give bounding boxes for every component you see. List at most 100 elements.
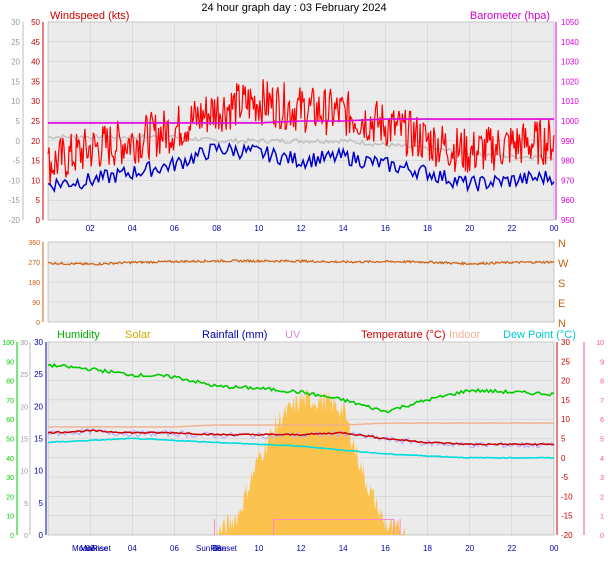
temperature-tick: 10	[561, 415, 570, 424]
windspeed-tick: 50	[31, 18, 40, 27]
rainfall-tick: 10	[34, 467, 43, 476]
wind-gray-tick: 25	[11, 38, 20, 47]
barometer-tick: 970	[561, 176, 575, 185]
wind-average-line	[47, 141, 555, 194]
temperature-tick: 20	[561, 377, 570, 386]
lower-x-tick: 08	[212, 544, 221, 553]
wind-gray-tick: 5	[16, 117, 21, 126]
wind-x-tick: 18	[423, 224, 432, 233]
barometer-tick: 980	[561, 157, 575, 166]
uv-tick: 3	[600, 475, 604, 482]
uv-tick: 7	[600, 398, 604, 405]
legend-indoor: Indoor	[449, 329, 481, 341]
lower-gray-tick: 5	[24, 501, 28, 508]
wind-gray-tick: -5	[13, 157, 21, 166]
wind-x-tick: 12	[297, 224, 306, 233]
lower-lines	[47, 362, 555, 535]
lower-gray-tick: 15	[20, 437, 28, 444]
uv-tick: 8	[600, 379, 604, 386]
windspeed-tick: 45	[31, 38, 40, 47]
lower-x-tick: 04	[128, 544, 137, 553]
rainfall-tick: 30	[34, 338, 43, 347]
direction-tick: 270	[28, 260, 40, 267]
windspeed-label: Windspeed (kts)	[50, 10, 129, 22]
barometer-tick: 960	[561, 196, 575, 205]
windspeed-tick: 5	[36, 196, 41, 205]
barometer-tick: 1040	[561, 38, 579, 47]
rainfall-tick: 5	[39, 499, 44, 508]
temperature-tick: -10	[561, 492, 573, 501]
lower-x-tick: 20	[465, 544, 474, 553]
lower-gray-tick: 25	[20, 372, 28, 379]
dewpoint-line	[47, 437, 555, 459]
compass-tick: N	[558, 238, 566, 250]
lower-x-tick: 00	[550, 544, 559, 553]
lower-x-tick: 22	[507, 544, 516, 553]
humidity-tick: 30	[6, 475, 14, 482]
temperature-tick: 30	[561, 338, 570, 347]
wind-gray-tick: -15	[8, 196, 20, 205]
barometer-tick: 1050	[561, 18, 579, 27]
humidity-tick: 50	[6, 437, 14, 444]
uv-tick: 9	[600, 359, 604, 366]
direction-grid	[48, 241, 555, 323]
wind-x-tick: 22	[507, 224, 516, 233]
temperature-tick: 0	[561, 454, 566, 463]
temperature-tick: -20	[561, 531, 573, 540]
uv-tick: 4	[600, 456, 604, 463]
barometer-tick: 950	[561, 216, 575, 225]
direction-tick: 0	[36, 320, 40, 327]
wind-x-tick: 06	[170, 224, 179, 233]
wind-gray-tick: -20	[8, 216, 20, 225]
windspeed-tick: 15	[31, 157, 40, 166]
wind-x-tick: 00	[550, 224, 559, 233]
uv-tick: 1	[600, 514, 604, 521]
windspeed-tick: 35	[31, 77, 40, 86]
lower-x-tick: 02	[86, 544, 95, 553]
humidity-tick: 80	[6, 379, 14, 386]
legend-solar: Solar	[125, 329, 151, 341]
wind-x-tick: 10	[254, 224, 263, 233]
lower-x-tick: 16	[381, 544, 390, 553]
lower-panel: 1009080706050403020100302520151050302520…	[2, 329, 604, 553]
lower-gray-tick: 30	[20, 340, 28, 347]
legend-uv: UV	[285, 329, 301, 341]
temperature-tick: 15	[561, 396, 570, 405]
lower-x-tick: 14	[339, 544, 348, 553]
direction-tick: 90	[32, 300, 40, 307]
wind-x-tick: 14	[339, 224, 348, 233]
humidity-tick: 40	[6, 456, 14, 463]
legend-humidity: Humidity	[57, 329, 100, 341]
moonset-label: Moonset	[80, 544, 111, 553]
windspeed-tick: 10	[31, 176, 40, 185]
feels-like-line	[47, 427, 555, 449]
wind-x-tick: 20	[465, 224, 474, 233]
lower-ticks: 1009080706050403020100302520151050302520…	[2, 338, 604, 553]
wind-lines	[47, 79, 555, 194]
windspeed-tick: 25	[31, 117, 40, 126]
barometer-line	[48, 118, 554, 124]
humidity-tick: 10	[6, 514, 14, 521]
rainfall-tick: 25	[34, 370, 43, 379]
graph-title: 24 hour graph day : 03 February 2024	[201, 2, 386, 14]
compass-tick: N	[558, 318, 566, 330]
humidity-tick: 20	[6, 494, 14, 501]
humidity-tick: 60	[6, 417, 14, 424]
barometer-tick: 1000	[561, 117, 579, 126]
rainfall-tick: 0	[39, 531, 44, 540]
temperature-line	[47, 429, 555, 446]
wind-x-tick: 02	[86, 224, 95, 233]
lower-gray-tick: 10	[20, 469, 28, 476]
barometer-label: Barometer (hpa)	[470, 10, 550, 22]
compass-tick: W	[558, 258, 569, 270]
rainfall-tick: 15	[34, 435, 43, 444]
solar-area	[216, 389, 407, 535]
windspeed-tick: 0	[36, 216, 41, 225]
lower-x-tick: 10	[254, 544, 263, 553]
uv-tick: 2	[600, 494, 604, 501]
wind-gray-tick: -10	[8, 176, 20, 185]
temperature-tick: -5	[561, 473, 569, 482]
